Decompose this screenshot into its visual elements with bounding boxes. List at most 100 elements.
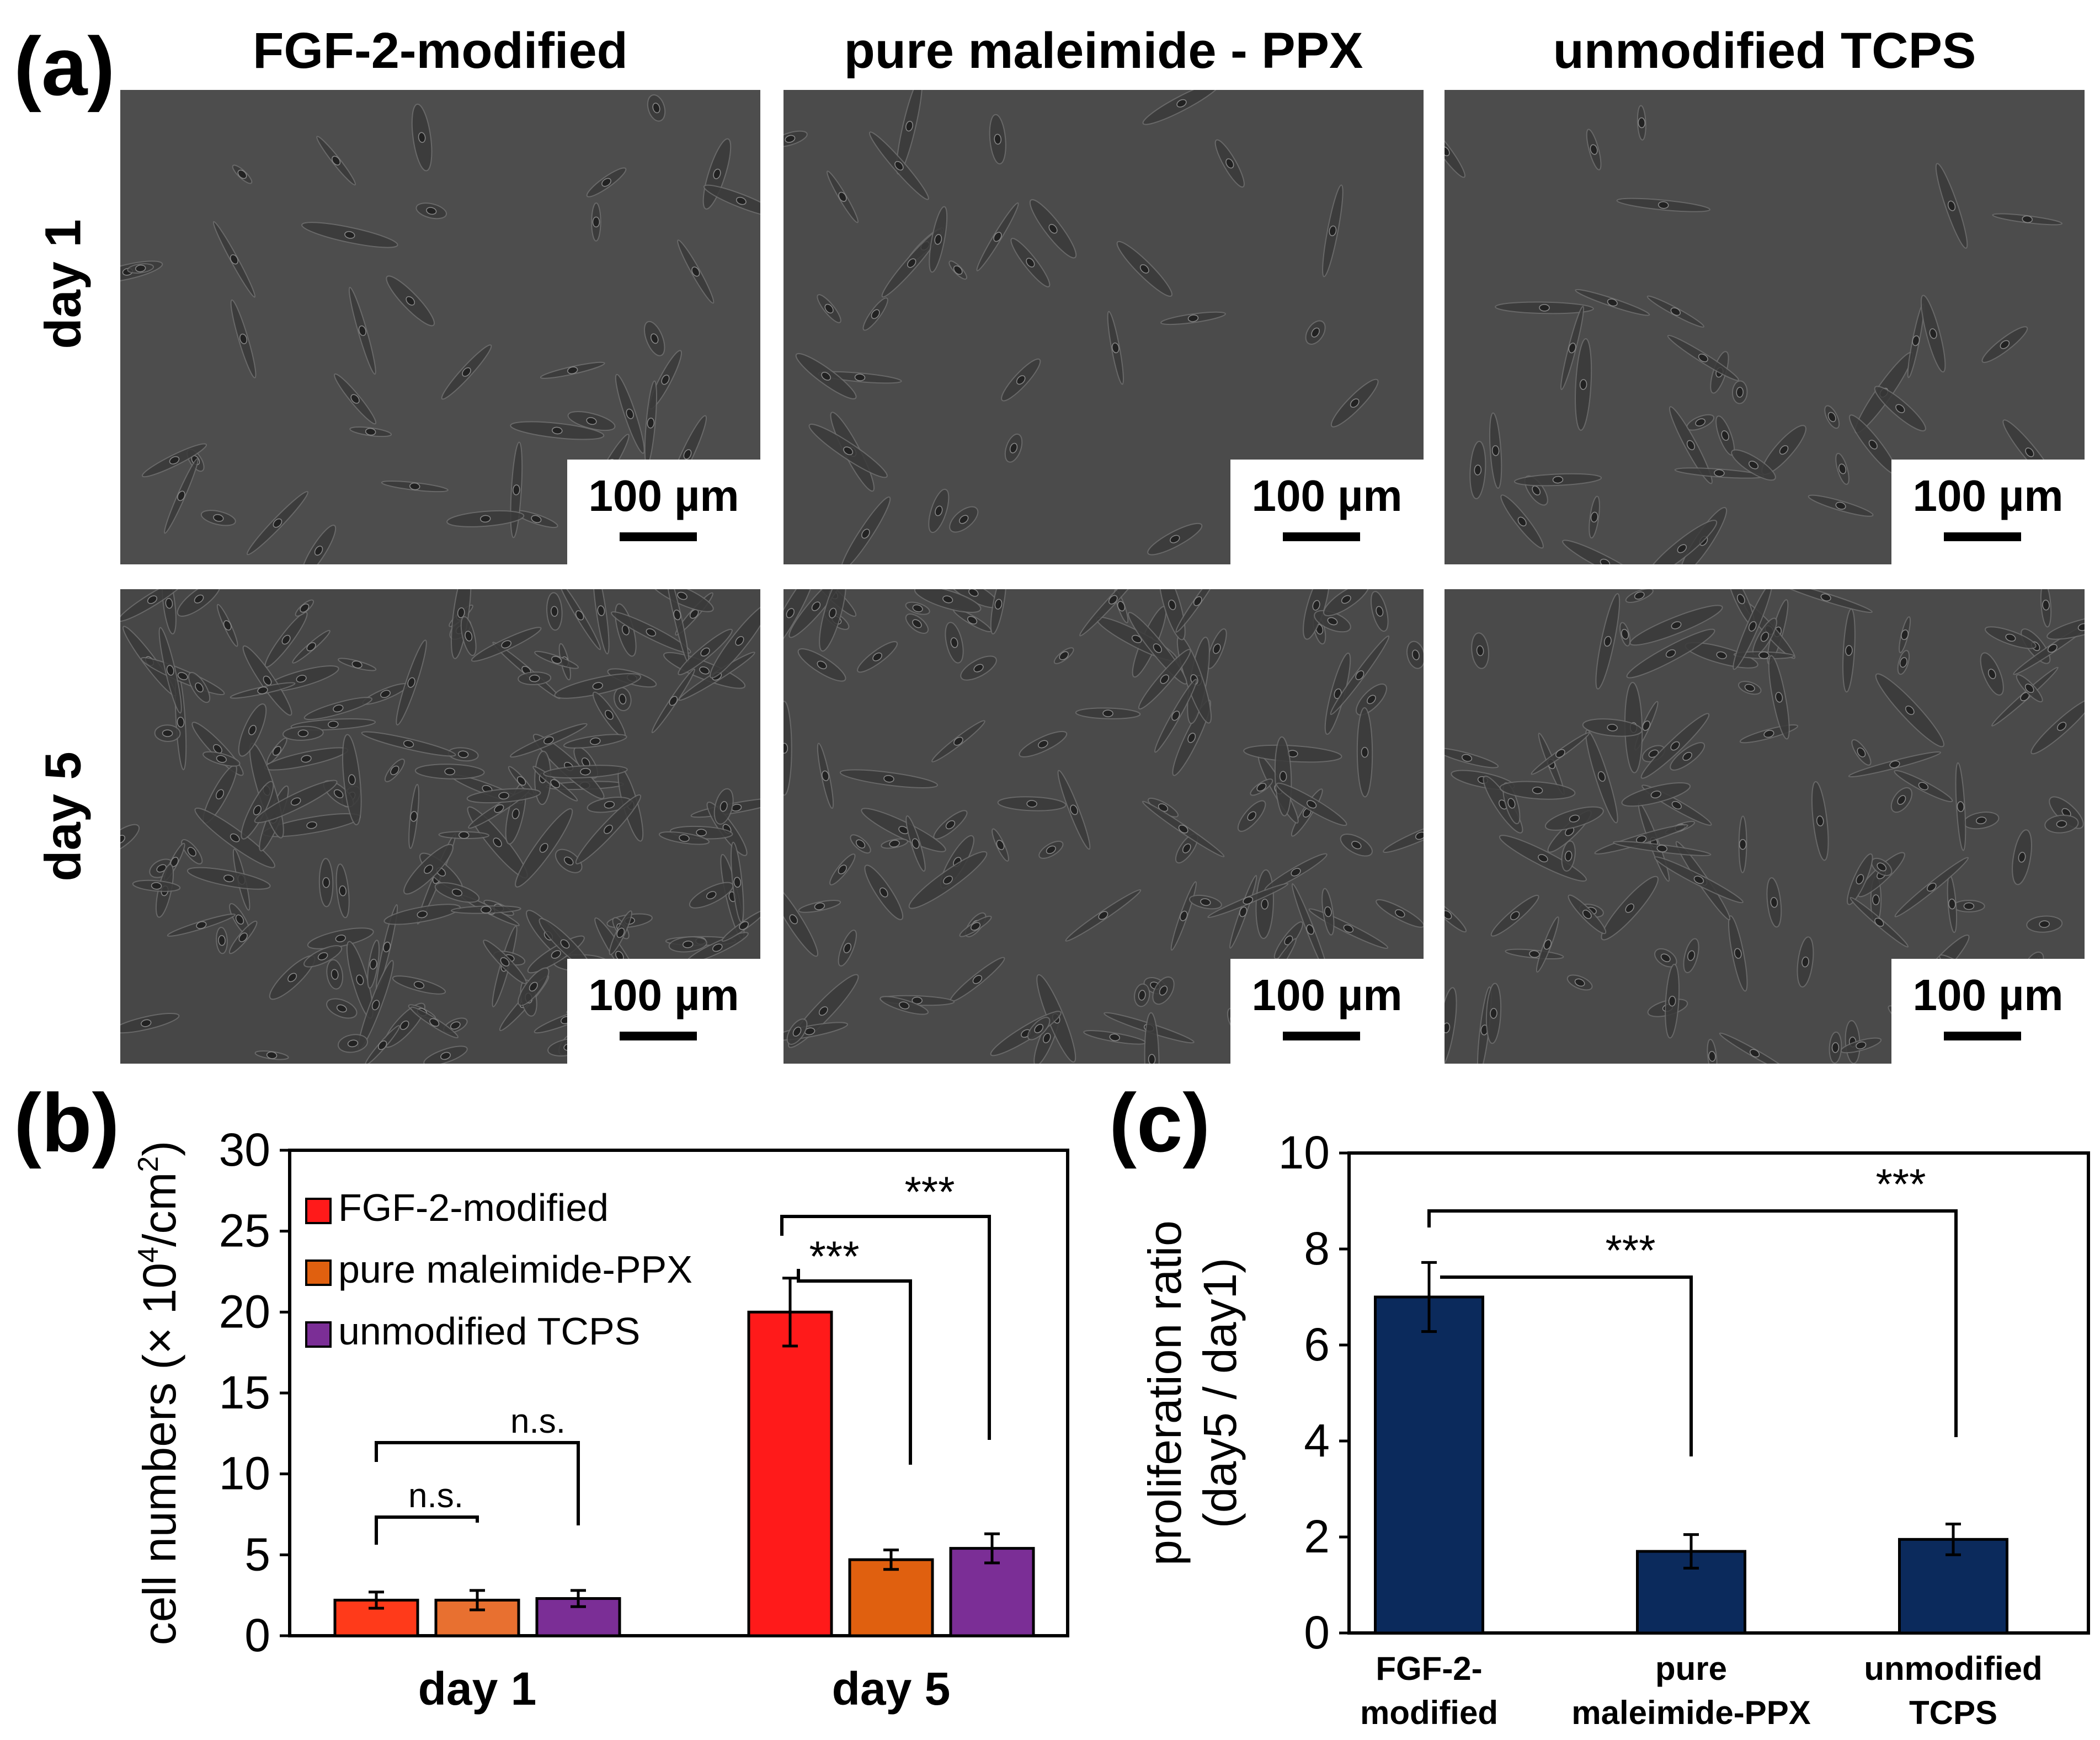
cell: [2030, 698, 2085, 755]
cell: [1728, 915, 1748, 992]
cell: [992, 828, 1009, 862]
cell: [514, 510, 558, 529]
cell: [1899, 616, 1911, 654]
cell: [1330, 635, 1390, 716]
cell: [1707, 1039, 1718, 1064]
cell: [386, 275, 435, 327]
cell: [335, 863, 350, 919]
cell: [141, 443, 207, 478]
cell: [586, 167, 627, 198]
cell: [411, 103, 433, 172]
cell: [1175, 833, 1198, 864]
column-title-tcps: unmodified TCPS: [1553, 23, 1976, 79]
cell: [861, 808, 946, 852]
cell: [1243, 744, 1342, 763]
cell: [188, 671, 211, 703]
cell: [337, 1034, 369, 1053]
cell: [948, 260, 967, 280]
cell: [338, 658, 377, 671]
cell: [1229, 875, 1257, 949]
y-tick-label: 5: [244, 1528, 270, 1580]
cell: [349, 426, 392, 437]
cell: [928, 488, 950, 533]
cell: [786, 1018, 808, 1045]
cell: [1356, 707, 1373, 798]
cell: [1273, 921, 1303, 959]
cell: [1586, 129, 1602, 170]
cell: [510, 723, 588, 758]
cell: [1010, 238, 1051, 287]
cell: [850, 834, 871, 854]
cell: [238, 703, 267, 757]
scale-bar-label: 100 µm: [588, 471, 739, 520]
cell: [1172, 700, 1212, 776]
cell: [783, 589, 815, 655]
cell: [798, 899, 841, 913]
cell: [1147, 797, 1179, 818]
cell: [644, 380, 657, 466]
cell: [1811, 781, 1829, 861]
y-tick-label: 10: [219, 1448, 270, 1499]
cell: [1738, 815, 1747, 873]
cell: [307, 927, 374, 949]
cell: [1797, 936, 1814, 988]
cell: [269, 955, 316, 1000]
cell: [316, 136, 356, 186]
cell: [446, 510, 525, 527]
cell: [246, 491, 308, 556]
cell: [254, 1050, 289, 1060]
cell: [945, 622, 964, 664]
cell: [510, 421, 605, 440]
cell: [358, 960, 394, 1050]
cell: [301, 525, 337, 564]
x-tick-label: FGF-2-modified: [1360, 1650, 1498, 1731]
cell: [1874, 386, 1926, 431]
cell: [797, 648, 846, 682]
cell: [1053, 647, 1074, 664]
cell: [929, 206, 948, 273]
bar: [848, 1558, 934, 1637]
cell: [1004, 433, 1023, 463]
chart-c-ylabel-line1: proliferation ratio: [1139, 1220, 1191, 1566]
cell: [1829, 1031, 1842, 1064]
cell: [1733, 589, 1773, 670]
scale-bar: [620, 1032, 697, 1040]
scale-bar-label: 100 µm: [1912, 471, 2064, 520]
cell: [609, 910, 632, 956]
cell: [795, 353, 857, 399]
cell: [303, 945, 343, 968]
x-tick-label: day 1: [418, 1663, 537, 1715]
cell: [450, 905, 521, 914]
cell: [177, 589, 221, 617]
cell: [161, 589, 177, 635]
cell: [1019, 730, 1068, 757]
cell: [643, 321, 665, 356]
chart-c-ylabel-line2: (day5 / day1): [1194, 1258, 1246, 1528]
cell: [1490, 894, 1539, 937]
cell: [678, 628, 733, 675]
cell: [1848, 751, 1942, 778]
cell: [295, 599, 315, 617]
cell: [1991, 666, 2059, 727]
cell: [668, 936, 707, 953]
bar: [747, 1310, 833, 1637]
cell: [989, 114, 1006, 164]
cell: [1138, 649, 1191, 710]
cell: [1667, 334, 1739, 381]
cell: [1560, 306, 1585, 391]
cell: [1214, 139, 1245, 188]
cell: [827, 170, 859, 223]
cell: [1406, 641, 1424, 669]
cell: [1621, 782, 1691, 807]
cell: [403, 844, 454, 895]
cell: [1625, 589, 1654, 603]
cell: [1637, 105, 1646, 141]
cell: [367, 940, 380, 989]
cell: [647, 94, 666, 122]
cell: [1842, 608, 1856, 693]
cell: [1654, 856, 1744, 904]
cell: [1992, 213, 2063, 226]
cell: [451, 589, 472, 659]
cell: [1383, 818, 1424, 853]
cell: [1835, 452, 1850, 485]
